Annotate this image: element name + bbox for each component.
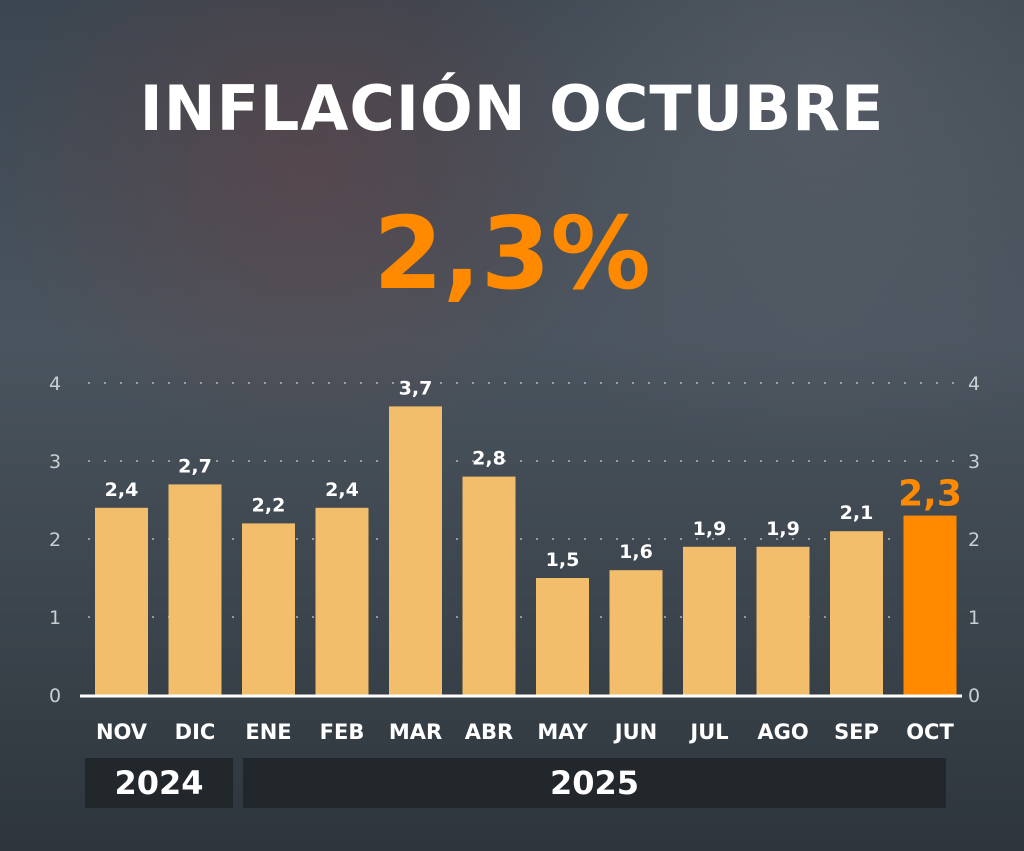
y-tick-left: 4 xyxy=(49,373,61,395)
y-tick-left: 3 xyxy=(49,451,61,473)
data-label: 3,7 xyxy=(399,377,433,399)
data-label: 1,9 xyxy=(693,518,727,540)
y-tick-right: 2 xyxy=(968,529,980,551)
data-label: 1,9 xyxy=(766,518,800,540)
bar-oct xyxy=(903,515,957,695)
x-tick-label: JUN xyxy=(613,720,657,744)
page-title: INFLACIÓN OCTUBRE xyxy=(139,72,885,145)
x-tick-label: NOV xyxy=(96,720,148,744)
bar-ago xyxy=(756,546,810,695)
data-label: 2,7 xyxy=(178,455,212,477)
x-tick-label: JUL xyxy=(688,720,728,744)
x-tick-label: MAR xyxy=(389,720,442,744)
bar-feb xyxy=(315,507,369,695)
bar-ene xyxy=(242,523,295,695)
x-tick-label: ABR xyxy=(465,720,513,744)
data-label: 2,1 xyxy=(840,502,874,524)
bar-abr xyxy=(462,476,516,695)
bar-jun xyxy=(609,570,663,695)
y-tick-left: 2 xyxy=(49,529,61,551)
bar-sep xyxy=(830,531,883,695)
year-band-2025: 2025 xyxy=(243,758,946,808)
bar-nov xyxy=(95,507,148,695)
y-tick-right: 3 xyxy=(968,451,980,473)
y-tick-left: 0 xyxy=(49,685,61,707)
bar-jul xyxy=(683,546,736,695)
data-label: 1,6 xyxy=(619,541,653,563)
x-tick-label: ENE xyxy=(245,720,291,744)
y-tick-right: 0 xyxy=(968,685,980,707)
data-label: 2,4 xyxy=(105,479,139,501)
x-tick-label: DIC xyxy=(175,720,216,744)
bar-may xyxy=(536,578,589,695)
data-label: 2,8 xyxy=(472,448,506,470)
data-label: 1,5 xyxy=(546,549,580,571)
x-tick-label: OCT xyxy=(906,720,954,744)
data-label: 2,2 xyxy=(252,494,286,516)
y-tick-right: 4 xyxy=(968,373,980,395)
year-band-2024: 2024 xyxy=(85,758,233,808)
y-tick-right: 1 xyxy=(968,607,980,629)
headline-value: 2,3% xyxy=(373,195,651,312)
bar-mar xyxy=(389,406,442,695)
data-label: 2,4 xyxy=(325,479,359,501)
x-tick-label: AGO xyxy=(757,720,808,744)
bar-dic xyxy=(168,484,222,695)
data-label: 2,3 xyxy=(898,474,962,515)
x-tick-label: MAY xyxy=(537,720,588,744)
y-tick-left: 1 xyxy=(49,607,61,629)
x-tick-label: FEB xyxy=(320,720,365,744)
x-tick-label: SEP xyxy=(834,720,879,744)
